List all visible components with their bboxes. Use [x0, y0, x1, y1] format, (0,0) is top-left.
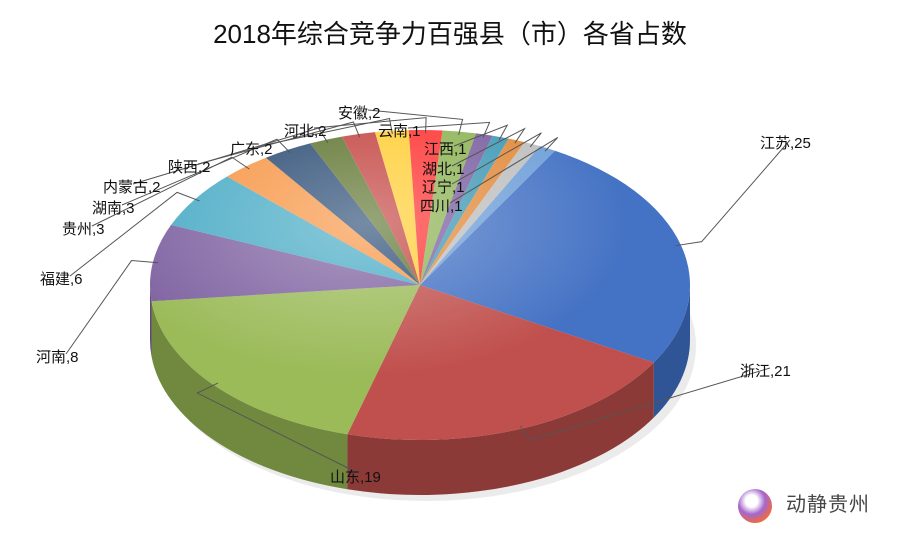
- slice-label-广东: 广东,2: [230, 138, 273, 159]
- watermark-logo: [738, 489, 772, 523]
- slice-label-浙江: 浙江,21: [740, 360, 791, 381]
- slice-label-内蒙古: 内蒙古,2: [103, 176, 161, 197]
- slice-label-四川: 四川,1: [420, 195, 463, 216]
- chart-title: 2018年综合竞争力百强县（市）各省占数: [0, 14, 900, 51]
- slice-label-云南: 云南,1: [378, 120, 421, 141]
- watermark-text: 动静贵州: [786, 488, 870, 517]
- slice-label-江苏: 江苏,25: [760, 132, 811, 153]
- slice-label-贵州: 贵州,3: [62, 218, 105, 239]
- slice-label-安徽: 安徽,2: [338, 102, 381, 123]
- slice-label-辽宁: 辽宁,1: [422, 176, 465, 197]
- slice-label-湖南: 湖南,3: [92, 197, 135, 218]
- slice-label-江西: 江西,1: [424, 138, 467, 159]
- slice-label-福建: 福建,6: [40, 268, 83, 289]
- slice-label-河南: 河南,8: [36, 346, 79, 367]
- slice-label-河北: 河北,2: [284, 120, 327, 141]
- slice-label-陕西: 陕西,2: [168, 156, 211, 177]
- slice-label-山东: 山东,19: [330, 466, 381, 487]
